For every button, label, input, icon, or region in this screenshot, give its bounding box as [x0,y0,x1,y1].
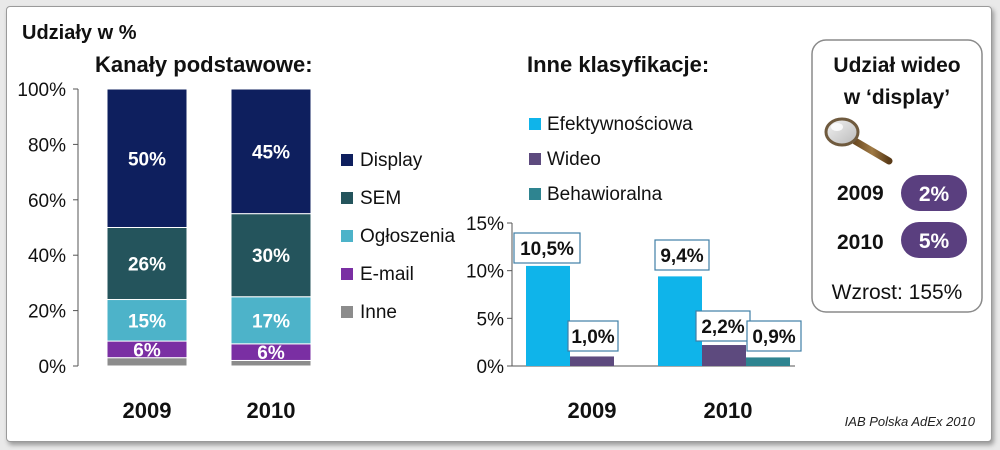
bar-label-sem-2009: 26% [128,255,166,276]
legend-swatch-ogloszenia [341,230,353,242]
bar-behawioralna-2010 [746,357,790,366]
data-label-efektywnosciowa-2009: 10,5% [520,239,574,260]
legend-label-wideo: Wideo [547,149,601,170]
main-title: Udziały w % [22,22,137,44]
left-category-2009: 2009 [123,398,172,423]
bar-efektywnosciowa-2009 [526,265,570,366]
bar-ogloszenia-2010 [230,296,312,345]
data-label-box-efektywnosciowa-2010 [654,239,710,271]
bar-ogloszenia-2009 [106,299,188,342]
bar-display-2009 [106,88,188,228]
left-y-axis: 0% 20% 40% 60% 80% 100% [17,80,79,378]
left-tick-label: 0% [39,357,67,378]
left-tick-label: 20% [28,302,66,323]
video-growth: Wzrost: 155% [832,281,963,304]
data-label-box-behawioralna-2010 [746,320,802,352]
left-subtitle: Kanały podstawowe: [95,52,313,77]
bar-label-display-2009: 50% [128,149,166,170]
data-label-box-wideo-2009 [567,320,619,352]
legend-swatch-e-mail [341,268,353,280]
left-stacked-bars: 6% 15% 26% 50% 2009 6% 17% 30% 45% 2010 [106,88,312,423]
legend-swatch-efektywnosciowa [529,118,541,130]
middle-y-axis: 0% 5% 10% 15% [466,214,795,378]
video-box-border [811,39,983,313]
legend-swatch-sem [341,192,353,204]
video-value-2009: 2% [919,183,950,206]
data-label-box-wideo-2010 [695,310,751,342]
left-legend: Display SEM Ogłoszenia E-mail Inne [341,150,455,323]
middle-grouped-bars: 10,5% 1,0% 2009 9,4% 2,2% 0,9% 2010 [513,232,802,423]
legend-swatch-display [341,154,353,166]
legend-label-e-mail: E-mail [360,264,414,285]
video-value-2010: 5% [919,230,950,253]
bar-label-ogloszenia-2010: 17% [252,311,290,332]
bar-label-display-2010: 45% [252,142,290,163]
left-category-2010: 2010 [247,398,296,423]
video-box-title-line2: w ‘display’ [843,86,950,109]
legend-label-display: Display [360,150,423,171]
bar-label-sem-2010: 30% [252,246,290,267]
middle-tick-label: 0% [477,357,505,378]
bar-efektywnosciowa-2010 [658,276,702,366]
legend-label-behawioralna: Behawioralna [547,184,663,205]
legend-label-sem: SEM [360,188,401,209]
bar-wideo-2009 [570,356,614,366]
bar-sem-2009 [106,227,188,301]
bar-wideo-2010 [702,345,746,366]
bar-label-e-mail-2009: 6% [133,340,161,361]
middle-tick-label: 10% [466,262,504,283]
video-year-2009: 2009 [837,182,884,205]
video-box-title-line1: Udział wideo [833,54,960,77]
left-tick-label: 40% [28,246,66,267]
middle-legend: Efektywnościowa Wideo Behawioralna [529,114,693,205]
middle-subtitle: Inne klasyfikacje: [527,52,709,77]
bar-label-ogloszenia-2009: 15% [128,311,166,332]
middle-category-2009: 2009 [568,398,617,423]
left-tick-label: 100% [17,80,66,101]
middle-tick-label: 5% [477,309,505,330]
legend-swatch-inne [341,306,353,318]
legend-label-inne: Inne [360,302,397,323]
legend-swatch-behawioralna [529,188,541,200]
data-label-efektywnosciowa-2010: 9,4% [660,246,703,267]
video-badge-2010 [901,222,967,258]
bar-sem-2010 [230,213,312,298]
magnifier-icon [824,117,893,165]
source-note: IAB Polska AdEx 2010 [845,414,976,429]
video-share-box: Udział wideo w ‘display’ 2009 2% 2010 5%… [811,39,983,313]
data-label-wideo-2010: 2,2% [701,317,744,338]
video-badge-2009 [901,175,967,211]
middle-tick-label: 15% [466,214,504,235]
legend-label-efektywnosciowa: Efektywnościowa [547,114,693,135]
bar-display-2010 [230,88,312,215]
left-tick-label: 60% [28,191,66,212]
data-label-box-efektywnosciowa-2009 [513,232,581,264]
video-year-2010: 2010 [837,231,884,254]
data-label-wideo-2009: 1,0% [571,327,614,348]
bar-label-e-mail-2010: 6% [257,343,285,364]
legend-label-ogloszenia: Ogłoszenia [360,226,455,247]
left-tick-label: 80% [28,135,66,156]
legend-swatch-wideo [529,153,541,165]
middle-category-2010: 2010 [704,398,753,423]
data-label-behawioralna-2010: 0,9% [752,327,795,348]
